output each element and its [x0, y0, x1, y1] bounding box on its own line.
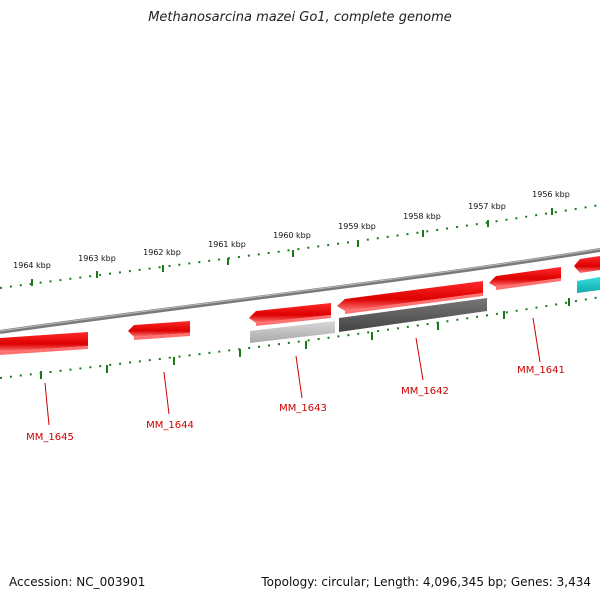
- ruler-label: 1956 kbp: [532, 190, 570, 199]
- inner-ruler-ticks: [40, 298, 570, 379]
- feature-gray-dark: [339, 298, 487, 332]
- leader-line: [532, 317, 541, 363]
- ruler-label: 1962 kbp: [143, 248, 181, 257]
- ruler-tick: [106, 365, 108, 373]
- ruler-tick: [422, 230, 424, 237]
- outer-ruler-ticks: [31, 208, 553, 286]
- ruler-tick: [96, 271, 98, 278]
- ruler-tick: [40, 371, 42, 379]
- leader-line: [163, 371, 170, 415]
- accession-text: Accession: NC_003901: [9, 575, 146, 589]
- ruler-tick: [162, 265, 164, 272]
- ruler-label: 1960 kbp: [273, 231, 311, 240]
- gene-leader-lines: [44, 317, 541, 426]
- gene-mm-1644[interactable]: [128, 321, 190, 340]
- ruler-tick: [503, 311, 505, 319]
- feature-gray-light: [250, 321, 335, 343]
- ruler-tick: [371, 332, 373, 340]
- gene-mm-1643[interactable]: [249, 303, 331, 326]
- genome-backbone-highlight: [0, 248, 600, 332]
- ruler-tick: [239, 349, 241, 357]
- leader-line: [295, 355, 303, 399]
- gene-partial-red[interactable]: [574, 256, 600, 273]
- ruler-tick: [487, 220, 489, 227]
- genome-summary-text: Topology: circular; Length: 4,096,345 bp…: [261, 575, 591, 589]
- gene-track: [0, 256, 600, 355]
- ruler-tick: [357, 240, 359, 247]
- gene-label[interactable]: MM_1644: [146, 420, 194, 431]
- ruler-tick: [568, 298, 570, 306]
- gene-label[interactable]: MM_1643: [279, 403, 327, 414]
- ruler-tick: [305, 341, 307, 349]
- gene-label[interactable]: MM_1645: [26, 432, 74, 443]
- ruler-label: 1961 kbp: [208, 240, 246, 249]
- ruler-tick: [292, 250, 294, 257]
- ruler-label: 1958 kbp: [403, 212, 441, 221]
- ruler-tick: [31, 279, 33, 286]
- gene-mm-1641[interactable]: [489, 267, 561, 290]
- ruler-tick: [227, 258, 229, 265]
- ruler-label: 1963 kbp: [78, 254, 116, 263]
- leader-line: [44, 382, 50, 426]
- ruler-label: 1957 kbp: [468, 202, 506, 211]
- ruler-tick: [551, 208, 553, 215]
- ruler-label: 1959 kbp: [338, 222, 376, 231]
- leader-line: [415, 337, 424, 381]
- gene-label[interactable]: MM_1641: [517, 365, 565, 376]
- feature-cyan: [577, 277, 600, 293]
- outer-ruler-labels: 1964 kbp 1963 kbp 1962 kbp 1961 kbp 1960…: [13, 190, 570, 270]
- gene-mm-1642[interactable]: [337, 281, 483, 314]
- gene-mm-1645[interactable]: [0, 332, 88, 355]
- gene-labels: MM_1645 MM_1644 MM_1643 MM_1642 MM_1641: [26, 365, 565, 443]
- gene-label[interactable]: MM_1642: [401, 386, 449, 397]
- genome-backbone: [0, 248, 600, 334]
- ruler-tick: [173, 357, 175, 365]
- ruler-tick: [437, 322, 439, 330]
- map-title: Methanosarcina mazei Go1, complete genom…: [148, 10, 452, 25]
- ruler-label: 1964 kbp: [13, 261, 51, 270]
